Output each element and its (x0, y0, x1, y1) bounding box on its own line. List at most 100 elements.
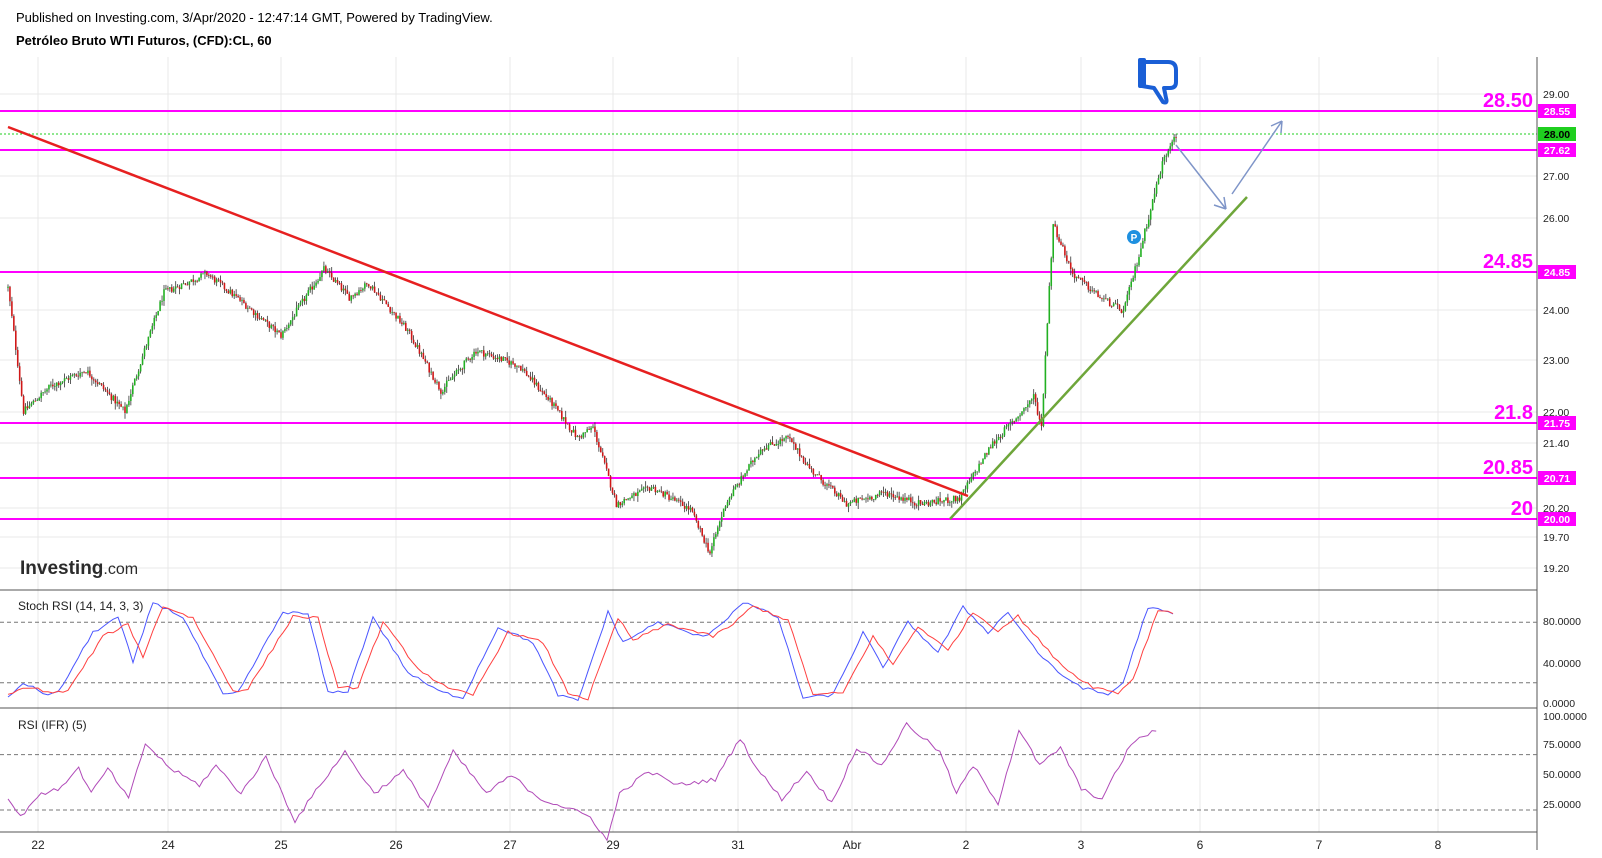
candle-body (196, 280, 198, 282)
candle-body (520, 365, 522, 371)
candle-body (578, 436, 581, 438)
candle-body (28, 405, 31, 409)
candle-body (1044, 355, 1047, 394)
candle-body (802, 456, 805, 463)
candle-body (1167, 150, 1170, 156)
candle-body (323, 266, 325, 271)
candle-body (1017, 416, 1019, 419)
level-tag (1538, 416, 1576, 430)
candle-body (865, 498, 867, 500)
candle-body (453, 374, 456, 377)
candle-body (730, 496, 733, 498)
stoch-series-line (7, 605, 1174, 701)
candle-body (22, 395, 25, 414)
downtrend-line (7, 125, 969, 498)
candle-body (362, 288, 364, 291)
candle-body (687, 506, 690, 510)
candle-body (613, 493, 616, 496)
candle-body (718, 521, 721, 528)
candle-body (475, 351, 477, 354)
candle-body (1042, 393, 1045, 426)
candle-body (284, 328, 286, 332)
candle-body (1175, 137, 1177, 138)
candle-body (1019, 415, 1021, 417)
candle-body (313, 285, 315, 290)
candle-body (820, 474, 822, 481)
candle-body (194, 280, 196, 282)
candle-body (759, 449, 762, 455)
candle-body (541, 391, 544, 393)
candle-body (986, 453, 988, 455)
y-tick-label: 23.00 (1543, 355, 1569, 367)
candle-body (186, 284, 189, 286)
candle-body (432, 371, 434, 380)
candle-body (305, 295, 308, 302)
candle-body (1083, 280, 1086, 283)
candle-body (403, 322, 405, 325)
candle-body (763, 448, 766, 451)
candle-body (746, 470, 748, 474)
candle-body (951, 501, 953, 503)
candle-body (594, 426, 596, 432)
candle-body (783, 438, 785, 441)
candle-body (260, 318, 263, 319)
candle-body (826, 484, 828, 486)
candle-body (861, 498, 863, 500)
candle-body (245, 303, 247, 309)
candle-body (1101, 298, 1103, 299)
candle-body (812, 468, 815, 475)
candle-body (570, 430, 573, 433)
candle-body (568, 424, 571, 431)
candle-body (793, 442, 795, 444)
candle-body (699, 527, 702, 529)
candle-body (908, 497, 910, 500)
candle-body (732, 489, 735, 497)
candle-body (215, 279, 218, 283)
candle-body (204, 271, 206, 274)
candle-body (367, 284, 370, 287)
candle-body (309, 286, 312, 291)
candle-body (26, 406, 29, 409)
candle-body (122, 406, 124, 408)
candle-body (623, 498, 625, 504)
candle-body (711, 546, 713, 554)
candle-body (395, 312, 397, 319)
candle-body (650, 487, 653, 491)
rsi-y-label: 100.0000 (1543, 711, 1587, 723)
candle-body (691, 507, 694, 512)
candle-body (133, 378, 136, 386)
candle-body (506, 357, 508, 361)
candle-body (779, 439, 781, 445)
candle-body (393, 311, 395, 313)
candle-body (1173, 137, 1175, 142)
candle-body (1030, 399, 1033, 401)
candle-body (917, 500, 920, 506)
candle-body (1146, 226, 1148, 229)
candle-body (695, 515, 698, 521)
candle-body (274, 326, 276, 333)
candle-body (239, 297, 241, 301)
candle-body (120, 404, 122, 407)
candle-body (469, 358, 471, 360)
stoch-y-label: 40.0000 (1543, 658, 1581, 670)
candle-body (855, 498, 858, 503)
candle-body (510, 361, 512, 365)
candle-body (289, 320, 292, 325)
candle-body (128, 400, 130, 406)
level-tag-text: 20.71 (1544, 473, 1570, 485)
candle-body (1112, 303, 1115, 307)
candle-body (490, 354, 493, 357)
uptrend-line (949, 196, 1248, 520)
candle-body (418, 345, 421, 354)
candle-body (447, 380, 450, 381)
candle-body (89, 370, 91, 377)
candle-body (557, 406, 559, 411)
oscillators-layer: Stoch RSI (14, 14, 3, 3) RSI (IFR) (5) (0, 599, 1537, 842)
candle-body (728, 497, 731, 502)
candle-body (83, 372, 85, 374)
candle-body (1050, 258, 1053, 287)
candle-body (685, 506, 688, 509)
candle-body (301, 298, 304, 303)
candle-body (822, 480, 824, 485)
level-label: 20 (1511, 498, 1533, 520)
